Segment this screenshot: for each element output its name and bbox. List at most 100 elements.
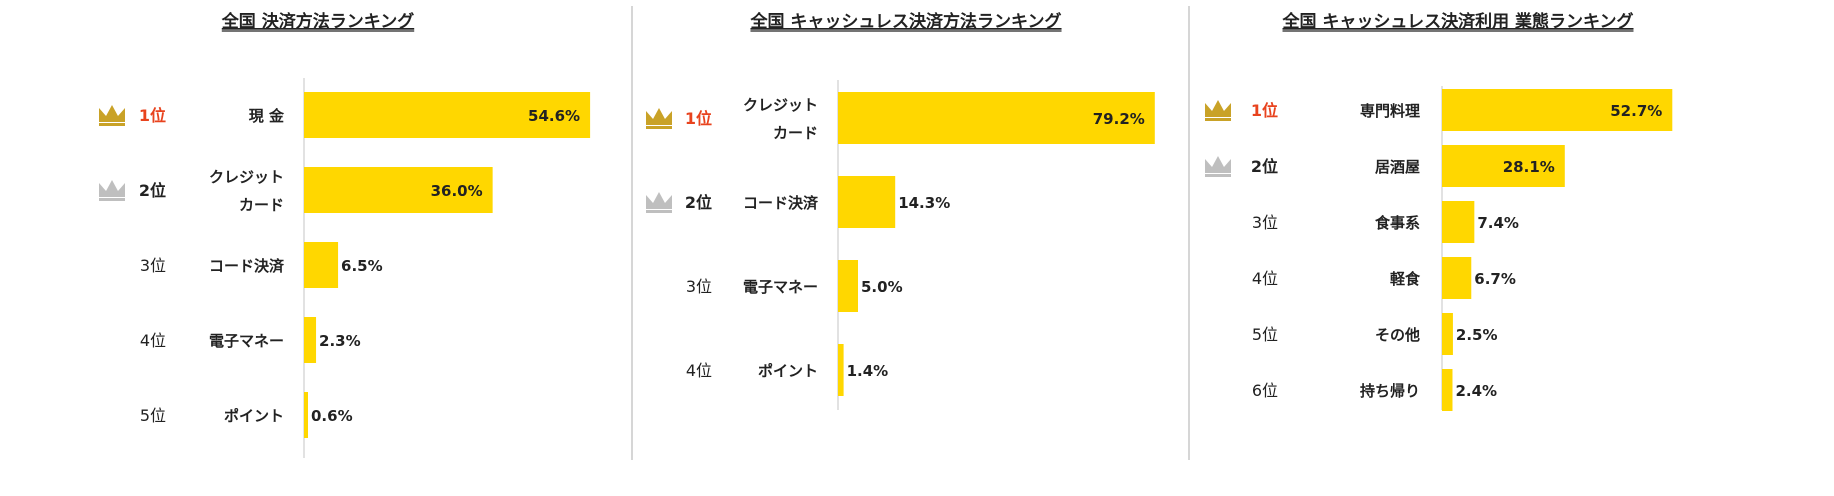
rank-label: 4位 [140, 331, 166, 350]
chart-row: 5位 その他 2.5% [1252, 313, 1498, 355]
bar [838, 260, 858, 312]
rank-label: 5位 [1252, 325, 1278, 344]
category-label: クレジットカード [743, 96, 818, 142]
rank-label: 3位 [686, 277, 712, 296]
gold-crown-icon [646, 108, 672, 129]
value-label: 79.2% [1093, 110, 1145, 128]
value-label: 6.5% [341, 257, 383, 275]
rank-label: 3位 [140, 256, 166, 275]
chart-row: 4位 電子マネー 2.3% [140, 317, 361, 363]
silver-crown-icon [1205, 156, 1231, 177]
category-label: コード決済 [743, 194, 819, 212]
bar [304, 92, 591, 138]
value-label: 54.6% [528, 107, 580, 125]
chart-row: 3位 コード決済 6.5% [140, 242, 383, 288]
category-label: クレジットカード [209, 168, 284, 214]
category-label: 専門料理 [1360, 102, 1420, 120]
category-label: コード決済 [209, 257, 285, 275]
bar [1442, 201, 1475, 243]
category-label: ポイント [224, 407, 284, 425]
chart-title: 全国 決済方法ランキング [221, 11, 414, 32]
bar [304, 167, 493, 213]
chart-panel-cashless: 全国 キャッシュレス決済方法ランキング 1位 クレジットカード 79.2% 2位 コード決… [646, 11, 1155, 410]
rank-label: 1位 [139, 106, 166, 125]
chart-row: 1位 現 金 54.6% [99, 92, 591, 138]
chart-title: 全国 キャッシュレス決済方法ランキング [749, 11, 1061, 32]
chart-row: 6位 持ち帰り 2.4% [1252, 369, 1497, 411]
rank-label: 6位 [1252, 381, 1278, 400]
category-label: その他 [1375, 326, 1420, 344]
crown-shape [646, 108, 672, 125]
crown-shape [99, 105, 125, 122]
chart-row: 4位 軽食 6.7% [1252, 257, 1516, 299]
crown-base [99, 123, 125, 126]
bar [838, 176, 896, 228]
category-label: 持ち帰り [1360, 382, 1420, 400]
silver-crown-icon [99, 180, 125, 201]
chart-row: 4位 ポイント 1.4% [686, 344, 888, 396]
chart-row: 2位 コード決済 14.3% [646, 176, 950, 228]
value-label: 6.7% [1474, 270, 1516, 288]
value-label: 7.4% [1477, 214, 1519, 232]
category-label-line: クレジット [743, 96, 818, 114]
bar [1442, 145, 1565, 187]
rank-label: 5位 [140, 406, 166, 425]
category-label: 食事系 [1375, 214, 1420, 232]
crown-base [99, 198, 125, 201]
rank-label: 1位 [685, 109, 712, 128]
chart-row: 5位 ポイント 0.6% [140, 392, 353, 438]
chart-row: 3位 電子マネー 5.0% [686, 260, 903, 312]
chart-row: 2位 居酒屋 28.1% [1205, 145, 1565, 187]
category-label: 電子マネー [743, 278, 818, 296]
gold-crown-icon [99, 105, 125, 126]
value-label: 2.5% [1456, 326, 1498, 344]
rank-label: 2位 [685, 193, 712, 212]
rank-label: 2位 [1251, 157, 1278, 176]
crown-shape [1205, 156, 1231, 173]
category-label-line: クレジット [209, 168, 284, 186]
value-label: 14.3% [898, 194, 950, 212]
rank-label: 1位 [1251, 101, 1278, 120]
chart-row: 1位 クレジットカード 79.2% [646, 92, 1155, 144]
category-label: 電子マネー [209, 332, 284, 350]
rank-label: 2位 [139, 181, 166, 200]
category-label: 居酒屋 [1375, 158, 1420, 176]
chart-panel-payment: 全国 決済方法ランキング 1位 現 金 54.6% 2位 クレジットカード 36.0% 3位 コ… [99, 11, 591, 458]
bar [1442, 89, 1673, 131]
bar [304, 317, 317, 363]
value-label: 36.0% [431, 182, 483, 200]
rank-label: 4位 [686, 361, 712, 380]
crown-shape [99, 180, 125, 197]
rank-label: 3位 [1252, 213, 1278, 232]
bar [1442, 369, 1453, 411]
value-label: 0.6% [311, 407, 353, 425]
chart-row: 3位 食事系 7.4% [1252, 201, 1519, 243]
gold-crown-icon [1205, 100, 1231, 121]
crown-base [646, 210, 672, 213]
crown-base [646, 126, 672, 129]
category-label-line: カード [773, 124, 818, 142]
value-label: 1.4% [847, 362, 889, 380]
category-label: 現 金 [249, 107, 285, 125]
chart-title: 全国 キャッシュレス決済利用 業態ランキング [1282, 11, 1634, 32]
rank-label: 4位 [1252, 269, 1278, 288]
chart-row: 2位 クレジットカード 36.0% [99, 167, 493, 214]
chart-row: 1位 専門料理 52.7% [1205, 89, 1673, 131]
category-label: 軽食 [1390, 270, 1421, 288]
value-label: 2.3% [319, 332, 361, 350]
category-label: ポイント [758, 362, 818, 380]
value-label: 28.1% [1503, 158, 1555, 176]
value-label: 5.0% [861, 278, 903, 296]
crown-shape [646, 192, 672, 209]
silver-crown-icon [646, 192, 672, 213]
category-label-line: カード [239, 196, 284, 214]
value-label: 52.7% [1610, 102, 1662, 120]
chart-panel-business: 全国 キャッシュレス決済利用 業態ランキング 1位 専門料理 52.7% 2位 居酒屋 28… [1205, 11, 1673, 411]
bar [838, 344, 844, 396]
crown-base [1205, 118, 1231, 121]
bar [1442, 313, 1453, 355]
bar [304, 242, 339, 288]
bar [838, 92, 1155, 144]
crown-base [1205, 174, 1231, 177]
